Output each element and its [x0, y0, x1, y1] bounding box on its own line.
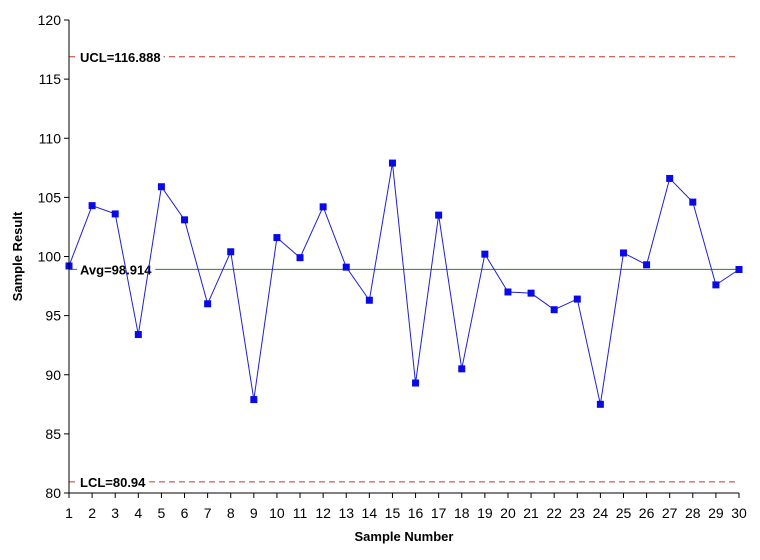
- y-tick-label: 120: [38, 12, 62, 28]
- x-tick-label: 25: [616, 505, 632, 521]
- y-tick-label: 105: [38, 189, 62, 205]
- x-tick-label: 8: [227, 505, 235, 521]
- data-point: [134, 331, 142, 339]
- x-tick-label: 30: [731, 505, 747, 521]
- data-point: [666, 174, 674, 182]
- data-point: [88, 202, 96, 210]
- x-tick-label: 15: [385, 505, 401, 521]
- data-point: [111, 210, 119, 218]
- y-tick-label: 90: [45, 367, 61, 383]
- reference-label-background: [77, 261, 156, 279]
- reference-line-label: Avg=98.914: [80, 262, 152, 277]
- data-point: [619, 249, 627, 257]
- x-tick-label: 12: [315, 505, 331, 521]
- data-point: [643, 261, 651, 269]
- data-point: [319, 203, 327, 211]
- data-point: [435, 211, 443, 219]
- data-point: [481, 250, 489, 258]
- x-tick-label: 26: [639, 505, 655, 521]
- data-point: [204, 300, 212, 308]
- data-point: [250, 396, 258, 404]
- reference-label-background: [77, 48, 164, 66]
- y-tick-label: 80: [45, 485, 61, 501]
- x-tick-label: 27: [662, 505, 678, 521]
- x-tick-label: 24: [593, 505, 609, 521]
- x-axis-ticks: 1 2 3 4 5 6 7 8 9 10 11 12 13 14 15 16 17 18 19 20 21 22 23 24 2…: [65, 493, 747, 521]
- data-point: [388, 159, 396, 167]
- y-axis-ticks: 80 85 90 95 100 105 110 115 120: [38, 12, 69, 501]
- y-tick-label: 115: [39, 71, 62, 87]
- y-tick-label: 100: [38, 249, 62, 265]
- data-point: [573, 295, 581, 303]
- x-tick-label: 1: [65, 505, 73, 521]
- x-tick-label: 11: [293, 505, 308, 521]
- x-tick-label: 18: [454, 505, 470, 521]
- x-tick-label: 2: [88, 505, 96, 521]
- x-tick-label: 3: [111, 505, 119, 521]
- x-tick-label: 9: [250, 505, 258, 521]
- x-axis-label: Sample Number: [355, 529, 454, 544]
- x-tick-label: 4: [134, 505, 142, 521]
- x-tick-label: 14: [362, 505, 378, 521]
- y-tick-label: 95: [45, 308, 61, 324]
- y-axis-label: Sample Result: [10, 211, 25, 301]
- reference-line-label: UCL=116.888: [80, 50, 161, 65]
- axes: [68, 20, 739, 494]
- x-tick-label: 5: [158, 505, 166, 521]
- data-point: [157, 183, 165, 191]
- x-tick-label: 13: [338, 505, 354, 521]
- x-tick-label: 29: [708, 505, 724, 521]
- x-tick-label: 20: [500, 505, 516, 521]
- data-point: [296, 254, 304, 262]
- data-point: [712, 281, 720, 289]
- x-tick-label: 19: [477, 505, 493, 521]
- x-tick-label: 7: [204, 505, 212, 521]
- data-point: [365, 296, 373, 304]
- x-tick-label: 23: [569, 505, 585, 521]
- y-tick-label: 85: [45, 426, 61, 442]
- x-tick-label: 16: [408, 505, 424, 521]
- reference-lines: UCL=116.888 Avg=98.914 LCL=80.94: [69, 48, 739, 491]
- data-point: [273, 234, 281, 242]
- series-line: [68, 162, 740, 405]
- data-point: [689, 198, 697, 206]
- x-tick-label: 28: [685, 505, 701, 521]
- data-point: [412, 379, 420, 387]
- data-point: [342, 263, 350, 271]
- data-point: [550, 306, 558, 314]
- data-point: [227, 248, 235, 256]
- y-tick-label: 110: [39, 130, 62, 146]
- data-point: [596, 400, 604, 408]
- x-tick-label: 10: [269, 505, 285, 521]
- x-tick-label: 6: [181, 505, 189, 521]
- x-tick-label: 22: [546, 505, 562, 521]
- x-tick-label: 21: [523, 505, 539, 521]
- x-tick-label: 17: [431, 505, 447, 521]
- series-layer: [65, 159, 743, 408]
- data-point: [181, 216, 189, 224]
- reference-line-label: LCL=80.94: [80, 475, 146, 490]
- data-point: [527, 289, 535, 297]
- reference-label-background: [77, 473, 150, 491]
- data-point: [735, 266, 743, 274]
- data-point: [458, 365, 466, 373]
- data-point: [504, 288, 512, 296]
